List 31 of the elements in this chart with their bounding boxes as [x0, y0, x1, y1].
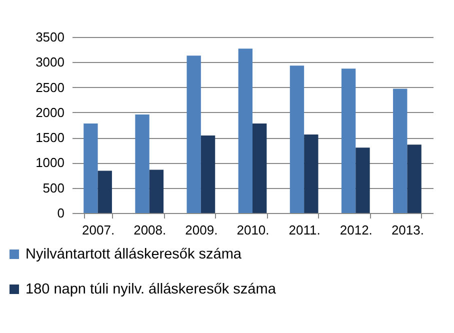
- bar: [186, 56, 201, 213]
- x-tick-label: 2009.: [185, 222, 218, 238]
- bar: [290, 66, 304, 213]
- y-tick-label: 3000: [36, 54, 64, 70]
- bar: [407, 144, 422, 213]
- x-tick-label: 2013.: [391, 222, 424, 238]
- y-tick-label: 2000: [36, 104, 64, 120]
- y-tick-label: 1500: [36, 130, 64, 146]
- bar: [393, 88, 408, 213]
- x-tick-label: 2010.: [236, 222, 270, 238]
- bar: [200, 136, 216, 213]
- bar: [149, 170, 164, 213]
- y-tick-label: 1000: [36, 155, 64, 170]
- bar: [135, 114, 150, 213]
- legend-label: Nyilvántartott álláskeresők száma: [26, 246, 242, 262]
- legend-label: 180 napn túli nyilv. álláskeresők száma: [26, 281, 277, 298]
- bar: [84, 123, 98, 213]
- y-tick-label: 0: [57, 206, 64, 220]
- y-tick-label: 3500: [36, 30, 64, 44]
- x-tick-label: 2008.: [134, 222, 166, 238]
- y-tick-label: 500: [42, 180, 64, 196]
- bar: [252, 123, 267, 213]
- bar: [98, 170, 112, 213]
- y-tick-label: 2500: [36, 80, 64, 95]
- x-tick-label: 2012.: [340, 222, 372, 238]
- x-tick-label: 2007.: [82, 222, 115, 238]
- x-tick-label: 2011.: [288, 222, 320, 238]
- bar: [356, 148, 370, 213]
- bar: [238, 48, 252, 213]
- bar: [304, 134, 318, 213]
- bar: [341, 68, 356, 213]
